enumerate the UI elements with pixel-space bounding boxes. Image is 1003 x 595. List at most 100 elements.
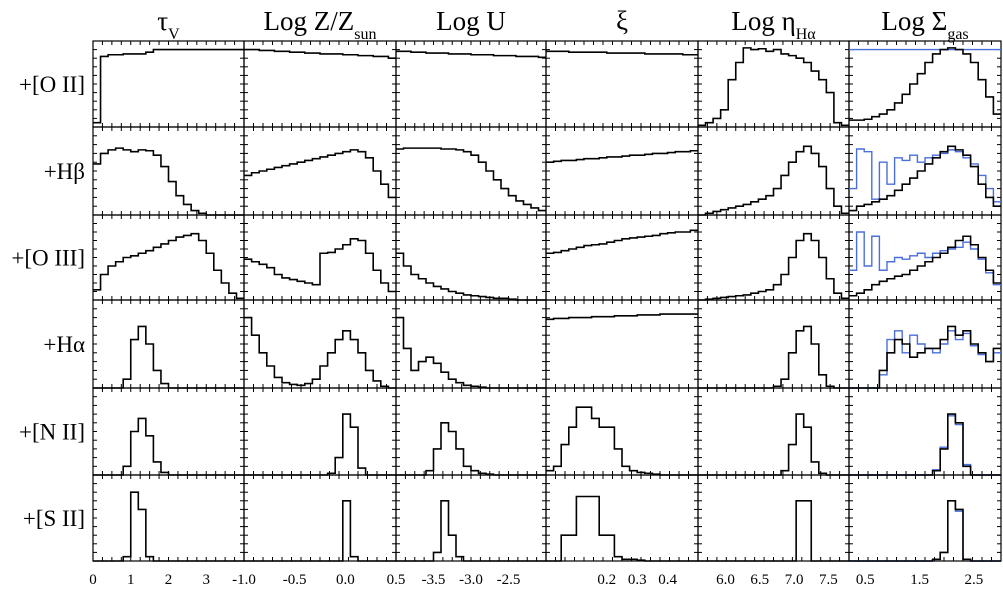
histogram [396,147,546,212]
x-tick-label: 1 [127,572,135,588]
x-tick-label: -2.5 [497,572,521,588]
panel-frame [848,474,1002,562]
panel-r2-c1 [92,126,245,216]
histogram [546,229,698,255]
panel-r5-c4 [545,387,699,476]
histogram [93,491,244,562]
histogram [244,48,396,59]
x-tick-label: 0 [89,572,97,588]
x-tick-label: 1.5 [910,572,929,588]
panel-r5-c5 [697,387,850,476]
panel-r6-c5 [697,474,850,562]
panel-frame [697,474,850,562]
panel-frame [697,387,850,476]
histogram [546,406,698,476]
panels [92,40,1002,562]
histogram [698,145,849,216]
histogram [93,48,244,124]
x-tick-label: -0.5 [283,572,307,588]
panel-frame [848,40,1002,128]
x-tick-label: 6.0 [716,572,735,588]
histogram [396,252,546,301]
panel-r6-c2 [243,474,397,562]
histogram [396,316,546,389]
row-labels: +[O II] +Hβ +[O III] +Hα +[N II] +[S II] [11,72,85,531]
x-tick-label: 6.5 [750,572,769,588]
histogram [698,325,849,389]
panel-r2-c3 [395,126,547,216]
histogram [698,47,849,127]
panel-r6-c3 [395,474,547,562]
histogram [396,422,546,476]
histogram [93,232,244,300]
panel-frame [92,299,245,389]
panel-frame [92,387,245,476]
panel-frame [395,214,547,301]
x-tick-label: -1.0 [232,572,256,588]
x-tick-label: -3.0 [459,572,483,588]
panel-r3-c6 [848,214,1002,301]
panel-frame [545,126,699,216]
panel-r6-c1 [92,474,245,562]
histogram [849,145,1001,212]
column-title-2: Log Z/Zsun [264,6,377,43]
histogram [93,325,244,389]
row-label-3: +[O III] [11,246,85,271]
histogram [546,149,698,163]
panel-r5-c2 [243,387,397,476]
panel-r4-c5 [697,299,850,389]
panel-frame [545,299,699,389]
histogram [244,413,396,476]
panel-r3-c4 [545,214,699,301]
panel-frame [243,387,397,476]
column-title-1: τV [157,6,180,43]
histogram [244,500,396,562]
x-tick-label: 7.0 [785,572,804,588]
panel-r3-c1 [92,214,245,301]
x-tick-label: 0.5 [856,572,875,588]
x-tick-label: 0.5 [387,572,406,588]
panel-frame [545,474,699,562]
histogram [546,313,698,321]
row-label-5: +[N II] [19,420,85,445]
x-tick-labels: 0 1 2 3 -1.0 -0.5 0.0 0.5 -3.5 -3.0 -2.5 0.2 0.3 0.4 6… [89,572,983,588]
panel-r5-c1 [92,387,245,476]
histogram [698,500,849,562]
panel-r3-c3 [395,214,547,301]
panel-r1-c1 [92,40,245,128]
panel-r1-c2 [243,40,397,128]
panel-frame [545,214,699,301]
x-tick-label: 0.0 [336,572,355,588]
panel-r4-c2 [243,299,397,389]
panel-r4-c1 [92,299,245,389]
histogram [849,325,1001,389]
column-title-5: Log ηHα [731,6,816,43]
histogram [546,50,698,56]
column-title-6: Log Σgas [881,6,968,43]
panel-r1-c3 [395,40,547,128]
column-title-4: ξ [616,6,628,36]
panel-r1-c6 [848,40,1002,128]
panel-r6-c6 [848,474,1002,562]
panel-r5-c6 [848,387,1002,476]
row-label-4: +Hα [43,332,85,357]
panel-r1-c5 [697,40,850,128]
panel-frame [395,387,547,476]
row-label-6: +[S II] [23,506,85,531]
x-tick-label: 0.4 [658,572,677,588]
histogram [698,232,849,301]
panel-frame [395,299,547,389]
histogram [698,413,849,476]
histogram [244,149,396,199]
row-label-1: +[O II] [19,72,85,97]
column-title-3: Log U [436,6,506,36]
x-tick-label: 0.2 [597,572,616,588]
comparison-histogram [849,500,1001,562]
panel-frame [92,214,245,301]
panel-r1-c4 [545,40,699,128]
panel-r2-c5 [697,126,850,216]
panel-r2-c4 [545,126,699,216]
panel-r6-c4 [545,474,699,562]
histogram [93,147,244,216]
